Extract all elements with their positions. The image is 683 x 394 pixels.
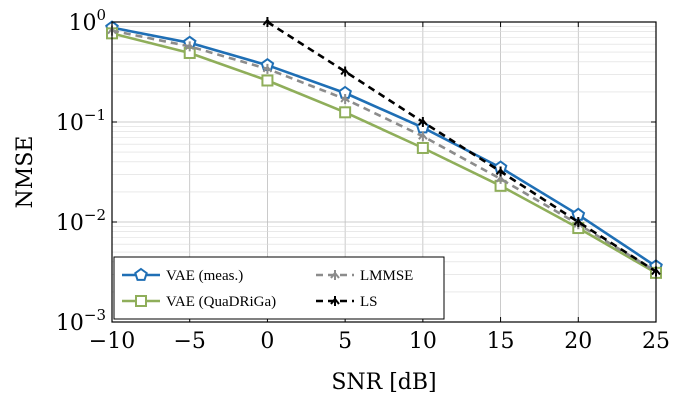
x-tick-label: 5	[338, 329, 352, 354]
legend-marker	[330, 296, 340, 306]
legend-marker	[330, 270, 340, 280]
data-point	[184, 41, 195, 52]
x-tick-label: −5	[173, 329, 205, 354]
y-tick-label: 100	[68, 6, 106, 36]
y-tick-label: 10−2	[56, 206, 106, 236]
data-point	[416, 141, 429, 154]
legend-marker	[135, 295, 147, 307]
plot-frame	[111, 21, 657, 323]
data-point	[418, 131, 428, 142]
y-axis-title: NMSE	[13, 136, 38, 209]
x-tick-label: 25	[642, 329, 670, 354]
legend-label: LS	[360, 294, 378, 310]
legend: VAE (meas.) VAE (QuaDRiGa) LMMSE LS	[113, 256, 445, 320]
data-point	[340, 93, 350, 104]
series-line	[266, 20, 657, 273]
data-point	[262, 63, 273, 74]
legend-entry: VAE (QuaDRiGa)	[122, 294, 276, 310]
legend-marker	[134, 267, 148, 281]
x-tick-label: 15	[487, 329, 515, 354]
data-point	[573, 217, 584, 227]
x-tick-label: −10	[89, 329, 135, 354]
data-point	[418, 117, 428, 127]
y-tick-label: 10−1	[56, 106, 106, 136]
x-tick-label: 10	[409, 329, 437, 354]
series-2	[107, 25, 661, 277]
legend-entry: LMMSE	[316, 268, 413, 284]
data-point	[339, 106, 352, 119]
legend-label: LMMSE	[360, 268, 413, 284]
series-line	[111, 29, 657, 273]
data-point	[495, 166, 506, 177]
legend-label: VAE (meas.)	[166, 268, 243, 284]
data-point	[261, 74, 274, 87]
legend-entry: LS	[316, 294, 378, 310]
legend-entry: VAE (meas.)	[122, 267, 243, 284]
x-tick-label: 20	[564, 329, 592, 354]
data-point	[340, 66, 350, 77]
legend-label: VAE (QuaDRiGa)	[166, 294, 276, 310]
legend-box	[113, 256, 445, 320]
x-axis-title: SNR [dB]	[331, 370, 436, 394]
series-line	[111, 26, 657, 268]
x-tick-label: 0	[260, 329, 274, 354]
series-line	[111, 32, 657, 275]
